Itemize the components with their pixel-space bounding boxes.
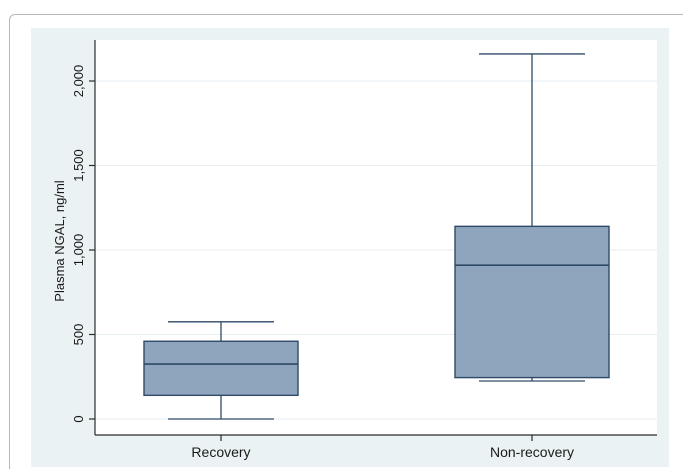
x-tick-label: Recovery [191,444,250,460]
box-iqr [454,225,610,379]
y-tick-label: 500 [71,324,86,346]
box-iqr [143,340,299,397]
x-ticks: Recovery Non-recovery [191,435,574,460]
boxes [143,53,610,420]
y-tick-label: 2,000 [71,65,86,98]
y-ticks: 0 500 1,000 1,500 2,000 [71,65,95,423]
x-tick-label: Non-recovery [490,444,574,460]
y-tick-label: 1,000 [71,234,86,267]
y-tick-label: 1,500 [71,149,86,182]
y-tick-label: 0 [71,415,86,422]
box-non-recovery [454,53,610,382]
box-recovery [143,321,299,420]
y-axis-title: Plasma NGAL, ng/ml [52,180,67,301]
